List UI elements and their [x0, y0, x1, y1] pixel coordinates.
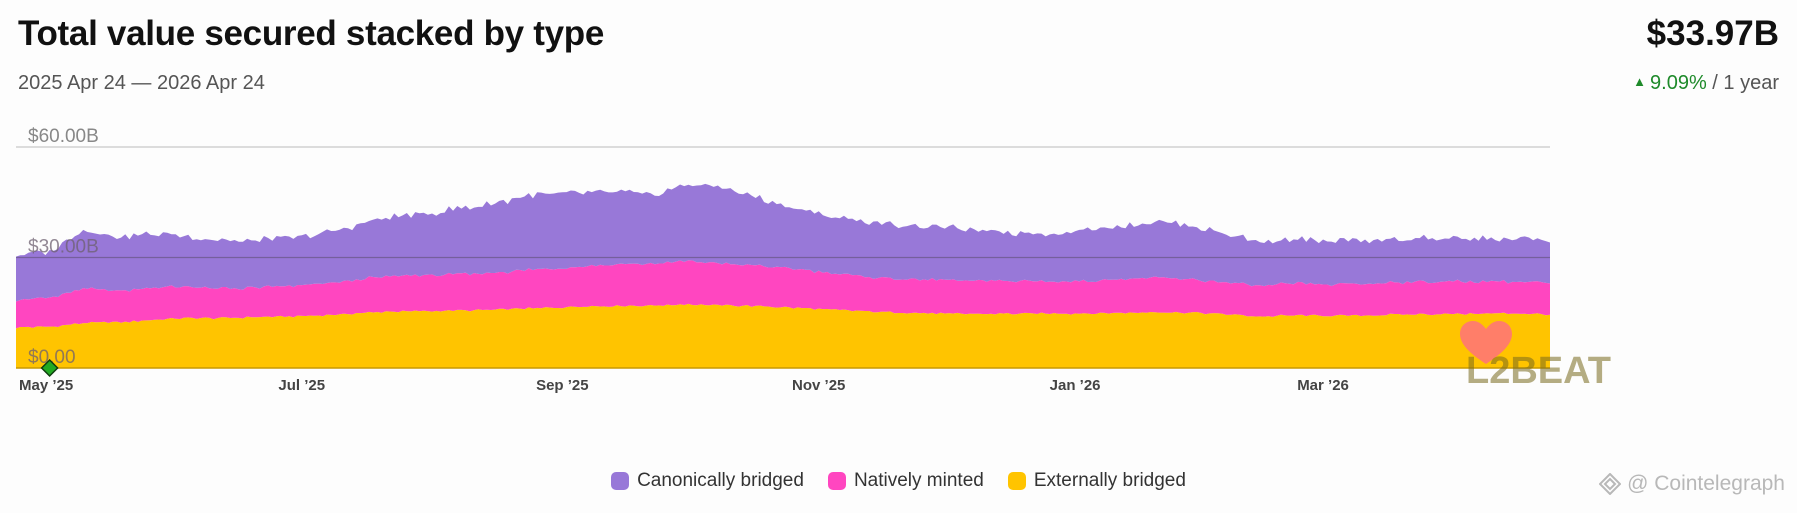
x-tick-label: Jan ’26 [1050, 377, 1101, 394]
watermark-text: @ Cointelegraph [1627, 472, 1785, 495]
y-tick-label: $60.00B [28, 126, 99, 147]
change-period: / 1 year [1712, 72, 1779, 94]
cointelegraph-watermark: @ Cointelegraph [1599, 472, 1785, 496]
legend-item-natively-minted[interactable]: Natively minted [827, 470, 984, 492]
y-tick-label: $0.00 [28, 347, 76, 368]
x-tick-label: May ’25 [19, 377, 73, 394]
x-tick-label: Mar ’26 [1297, 377, 1349, 394]
cointelegraph-mark-icon [1599, 473, 1622, 495]
x-tick-label: Sep ’25 [536, 377, 589, 394]
x-tick-label: Nov ’25 [792, 377, 845, 394]
legend-swatch-canonically-bridged [611, 472, 630, 490]
area-series-externally-bridged[interactable] [16, 303, 1550, 368]
legend-item-externally-bridged[interactable]: Externally bridged [1007, 470, 1186, 492]
legend-swatch-natively-minted [827, 472, 846, 490]
change-value: 9.09% [1650, 72, 1707, 94]
legend-item-canonically-bridged[interactable]: Canonically bridged [611, 470, 804, 492]
area-series-canonically-bridged[interactable] [16, 183, 1550, 302]
highlight-diamond-marker[interactable] [40, 358, 59, 378]
chart-legend: Canonically bridged Natively minted Exte… [0, 470, 1797, 492]
legend-swatch-externally-bridged [1007, 472, 1026, 490]
l2beat-logo-heart [1460, 321, 1512, 364]
legend-label: Natively minted [853, 470, 984, 491]
x-tick-label: Jul ’25 [278, 377, 325, 394]
chart-title: Total value secured stacked by type [18, 14, 605, 53]
change-summary: ▲ 9.09% / 1 year [1633, 72, 1779, 95]
area-series-natively-minted[interactable] [16, 260, 1550, 329]
total-value: $33.97B [1646, 14, 1779, 53]
l2beat-logo-text: L2BEAT [1466, 350, 1611, 392]
date-range: 2025 Apr 24 — 2026 Apr 24 [18, 72, 265, 94]
y-tick-label: $30.00B [28, 237, 99, 258]
triangle-up-icon: ▲ [1633, 74, 1647, 89]
l2beat-logo: L2BEAT [1460, 321, 1611, 392]
legend-label: Canonically bridged [637, 470, 804, 491]
legend-label: Externally bridged [1033, 470, 1186, 491]
